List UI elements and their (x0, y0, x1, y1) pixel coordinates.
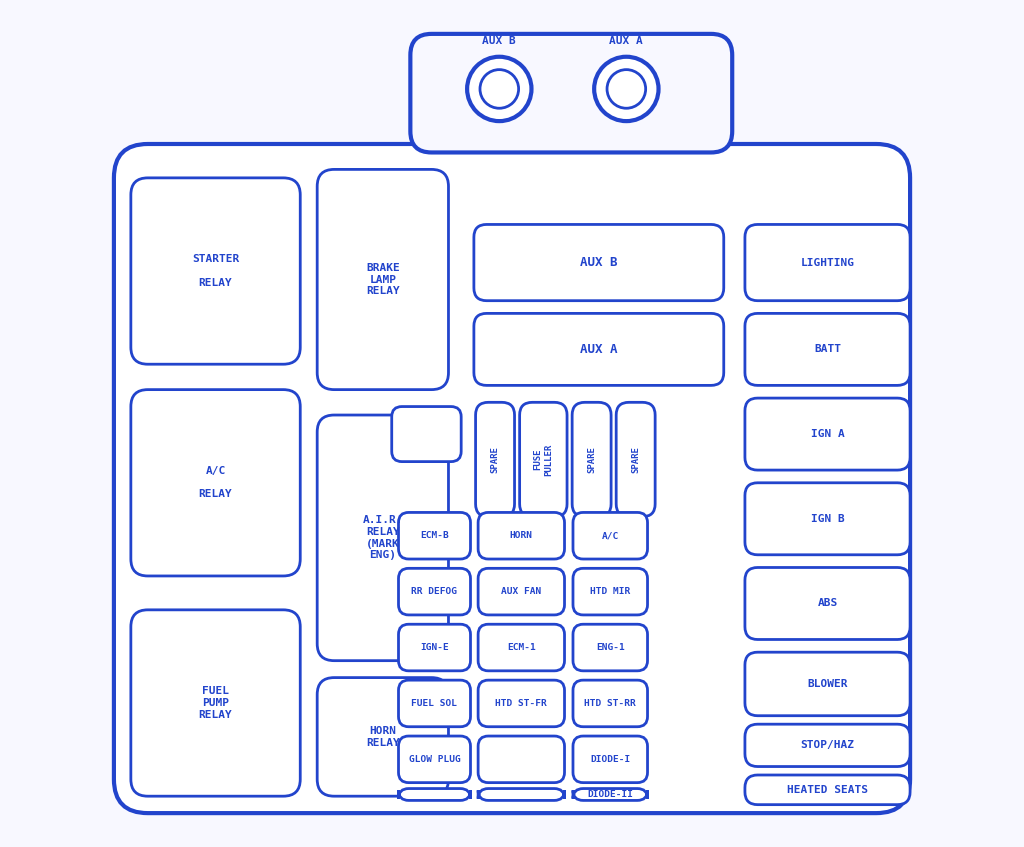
Text: ECM-1: ECM-1 (507, 643, 536, 652)
Text: A/C: A/C (602, 531, 618, 540)
FancyBboxPatch shape (573, 680, 647, 727)
Text: DIODE-I: DIODE-I (590, 755, 631, 764)
Text: A.I.R.
RELAY
(MARK
ENG): A.I.R. RELAY (MARK ENG) (362, 516, 403, 560)
FancyBboxPatch shape (114, 144, 910, 813)
FancyBboxPatch shape (317, 415, 449, 661)
FancyBboxPatch shape (398, 680, 470, 727)
Text: BLOWER: BLOWER (807, 679, 848, 689)
Text: AUX B: AUX B (482, 36, 516, 46)
FancyBboxPatch shape (131, 390, 300, 576)
FancyBboxPatch shape (616, 402, 655, 517)
Text: HEATED SEATS: HEATED SEATS (787, 785, 868, 794)
Text: GLOW PLUG: GLOW PLUG (409, 755, 461, 764)
Text: IGN B: IGN B (811, 514, 845, 523)
Circle shape (594, 57, 658, 121)
Text: STARTER

RELAY: STARTER RELAY (191, 254, 240, 288)
FancyBboxPatch shape (573, 789, 647, 800)
Text: SPARE: SPARE (587, 446, 596, 473)
Text: HORN
RELAY: HORN RELAY (366, 726, 399, 748)
FancyBboxPatch shape (398, 736, 470, 783)
FancyBboxPatch shape (478, 736, 564, 783)
FancyBboxPatch shape (573, 736, 647, 783)
Text: AUX A: AUX A (609, 36, 643, 46)
FancyBboxPatch shape (744, 724, 910, 767)
FancyBboxPatch shape (411, 34, 732, 152)
FancyBboxPatch shape (744, 398, 910, 470)
FancyBboxPatch shape (317, 169, 449, 390)
Circle shape (480, 69, 518, 108)
Text: ENG-1: ENG-1 (596, 643, 625, 652)
FancyBboxPatch shape (398, 512, 470, 559)
Text: RR DEFOG: RR DEFOG (412, 587, 458, 596)
Text: IGN-E: IGN-E (420, 643, 449, 652)
FancyBboxPatch shape (519, 402, 567, 517)
FancyBboxPatch shape (744, 313, 910, 385)
FancyBboxPatch shape (478, 624, 564, 671)
FancyBboxPatch shape (131, 610, 300, 796)
Text: STOP/HAZ: STOP/HAZ (801, 740, 854, 750)
Text: AUX FAN: AUX FAN (501, 587, 542, 596)
FancyBboxPatch shape (317, 678, 449, 796)
FancyBboxPatch shape (744, 224, 910, 301)
Text: AUX A: AUX A (580, 343, 617, 356)
Text: LIGHTING: LIGHTING (801, 257, 854, 268)
FancyBboxPatch shape (398, 568, 470, 615)
FancyBboxPatch shape (573, 624, 647, 671)
Text: A/C

RELAY: A/C RELAY (199, 466, 232, 500)
Text: HTD ST-RR: HTD ST-RR (585, 699, 636, 708)
Text: HORN: HORN (510, 531, 532, 540)
Text: HTD MIR: HTD MIR (590, 587, 631, 596)
FancyBboxPatch shape (392, 407, 461, 462)
FancyBboxPatch shape (474, 313, 724, 385)
FancyBboxPatch shape (478, 512, 564, 559)
FancyBboxPatch shape (744, 775, 910, 805)
Text: SPARE: SPARE (490, 446, 500, 473)
Text: BRAKE
LAMP
RELAY: BRAKE LAMP RELAY (366, 263, 399, 296)
FancyBboxPatch shape (478, 680, 564, 727)
Text: FUEL
PUMP
RELAY: FUEL PUMP RELAY (199, 686, 232, 720)
FancyBboxPatch shape (572, 402, 611, 517)
Text: FUSE
PULLER: FUSE PULLER (534, 443, 553, 476)
Text: ECM-B: ECM-B (420, 531, 449, 540)
FancyBboxPatch shape (478, 568, 564, 615)
Circle shape (607, 69, 646, 108)
Text: SPARE: SPARE (631, 446, 640, 473)
FancyBboxPatch shape (398, 624, 470, 671)
Text: AUX B: AUX B (580, 256, 617, 269)
Text: ABS: ABS (817, 599, 838, 608)
FancyBboxPatch shape (131, 178, 300, 364)
FancyBboxPatch shape (478, 789, 564, 800)
Text: HTD ST-FR: HTD ST-FR (496, 699, 547, 708)
Circle shape (467, 57, 531, 121)
FancyBboxPatch shape (573, 568, 647, 615)
Text: BATT: BATT (814, 345, 841, 354)
FancyBboxPatch shape (573, 512, 647, 559)
FancyBboxPatch shape (475, 402, 514, 517)
FancyBboxPatch shape (744, 483, 910, 555)
FancyBboxPatch shape (744, 652, 910, 716)
Text: FUEL SOL: FUEL SOL (412, 699, 458, 708)
FancyBboxPatch shape (398, 789, 470, 800)
Text: DIODE-II: DIODE-II (587, 790, 633, 799)
FancyBboxPatch shape (744, 567, 910, 639)
Text: IGN A: IGN A (811, 429, 845, 439)
FancyBboxPatch shape (474, 224, 724, 301)
